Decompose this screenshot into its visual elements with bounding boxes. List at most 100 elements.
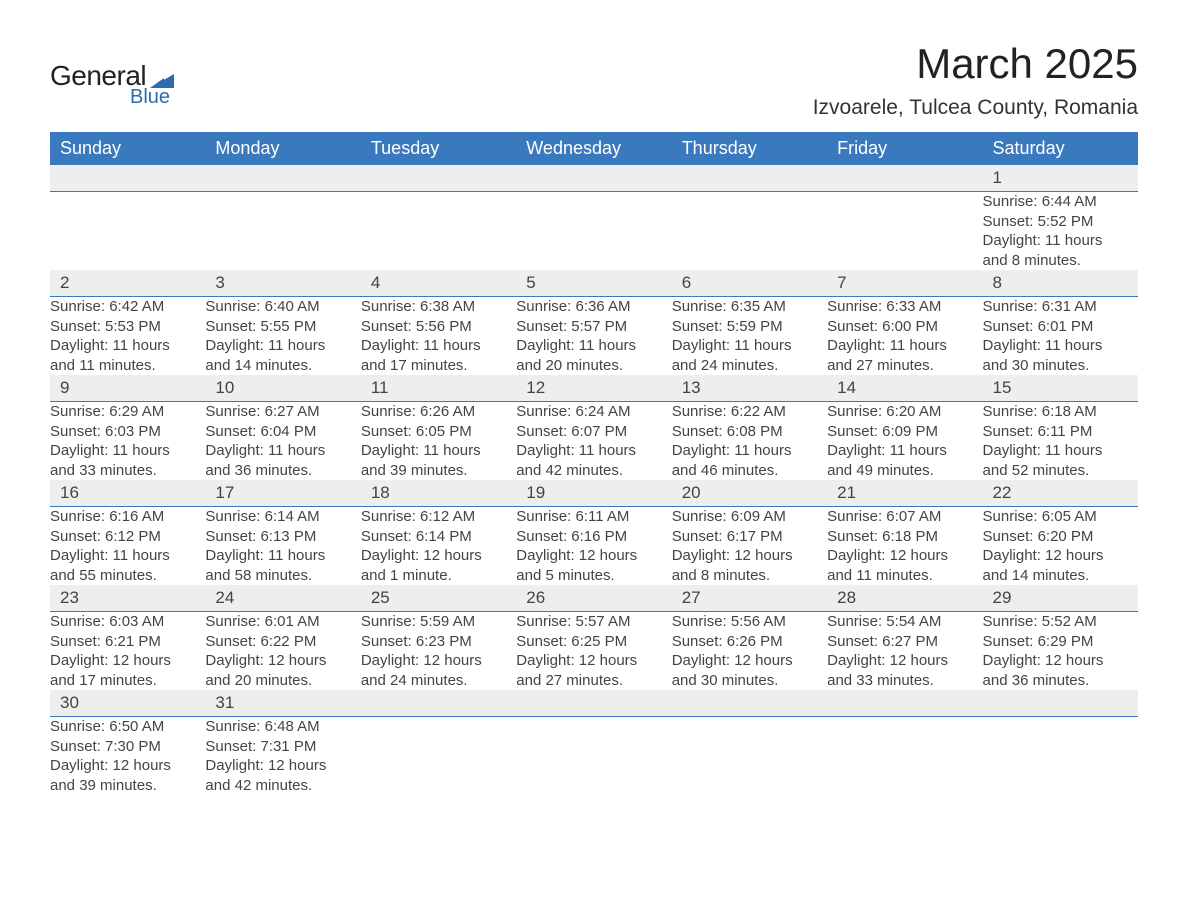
day-detail-cell: Sunrise: 5:54 AMSunset: 6:27 PMDaylight:… bbox=[827, 612, 982, 691]
day-sunset: Sunset: 6:18 PM bbox=[827, 527, 982, 547]
day-detail-row: Sunrise: 6:03 AMSunset: 6:21 PMDaylight:… bbox=[50, 612, 1138, 691]
day-detail-row: Sunrise: 6:29 AMSunset: 6:03 PMDaylight:… bbox=[50, 402, 1138, 481]
day-d1: Daylight: 12 hours bbox=[827, 651, 982, 671]
day-detail-cell: Sunrise: 6:29 AMSunset: 6:03 PMDaylight:… bbox=[50, 402, 205, 481]
day-sunset: Sunset: 6:12 PM bbox=[50, 527, 205, 547]
day-number-cell: 27 bbox=[672, 585, 827, 612]
day-sunset: Sunset: 6:04 PM bbox=[205, 422, 360, 442]
day-d1: Daylight: 11 hours bbox=[672, 336, 827, 356]
day-detail-cell: Sunrise: 6:16 AMSunset: 6:12 PMDaylight:… bbox=[50, 507, 205, 586]
day-sunrise: Sunrise: 6:44 AM bbox=[983, 192, 1138, 212]
day-sunset: Sunset: 6:05 PM bbox=[361, 422, 516, 442]
day-detail-cell: Sunrise: 6:05 AMSunset: 6:20 PMDaylight:… bbox=[983, 507, 1138, 586]
day-sunset: Sunset: 6:03 PM bbox=[50, 422, 205, 442]
day-d1: Daylight: 12 hours bbox=[50, 651, 205, 671]
day-number-row: 1 bbox=[50, 165, 1138, 192]
day-d1: Daylight: 11 hours bbox=[516, 336, 671, 356]
day-number-row: 23242526272829 bbox=[50, 585, 1138, 612]
day-d1: Daylight: 11 hours bbox=[827, 336, 982, 356]
day-d1: Daylight: 12 hours bbox=[516, 651, 671, 671]
day-d2: and 52 minutes. bbox=[983, 461, 1138, 481]
logo-shape-icon bbox=[150, 70, 174, 88]
day-detail-cell: Sunrise: 6:38 AMSunset: 5:56 PMDaylight:… bbox=[361, 297, 516, 376]
weekday-saturday: Saturday bbox=[983, 132, 1138, 165]
day-d1: Daylight: 11 hours bbox=[50, 336, 205, 356]
day-number-cell: 10 bbox=[205, 375, 360, 402]
day-number-cell bbox=[827, 690, 982, 717]
day-d1: Daylight: 12 hours bbox=[983, 651, 1138, 671]
day-detail-cell: Sunrise: 6:27 AMSunset: 6:04 PMDaylight:… bbox=[205, 402, 360, 481]
day-sunrise: Sunrise: 5:54 AM bbox=[827, 612, 982, 632]
day-number-cell: 3 bbox=[205, 270, 360, 297]
day-detail-cell: Sunrise: 6:20 AMSunset: 6:09 PMDaylight:… bbox=[827, 402, 982, 481]
day-sunset: Sunset: 6:09 PM bbox=[827, 422, 982, 442]
day-d2: and 58 minutes. bbox=[205, 566, 360, 586]
day-d1: Daylight: 11 hours bbox=[516, 441, 671, 461]
day-d1: Daylight: 11 hours bbox=[361, 336, 516, 356]
day-detail-cell bbox=[50, 192, 205, 271]
day-sunset: Sunset: 5:52 PM bbox=[983, 212, 1138, 232]
day-d1: Daylight: 11 hours bbox=[983, 441, 1138, 461]
day-d2: and 36 minutes. bbox=[205, 461, 360, 481]
day-detail-cell: Sunrise: 6:12 AMSunset: 6:14 PMDaylight:… bbox=[361, 507, 516, 586]
day-sunset: Sunset: 6:11 PM bbox=[983, 422, 1138, 442]
day-number-cell bbox=[516, 165, 671, 192]
day-detail-cell: Sunrise: 6:03 AMSunset: 6:21 PMDaylight:… bbox=[50, 612, 205, 691]
day-d2: and 49 minutes. bbox=[827, 461, 982, 481]
day-number-cell: 17 bbox=[205, 480, 360, 507]
day-number-row: 16171819202122 bbox=[50, 480, 1138, 507]
day-sunrise: Sunrise: 6:22 AM bbox=[672, 402, 827, 422]
day-d2: and 30 minutes. bbox=[672, 671, 827, 691]
day-sunset: Sunset: 6:21 PM bbox=[50, 632, 205, 652]
day-d2: and 46 minutes. bbox=[672, 461, 827, 481]
day-number-cell: 23 bbox=[50, 585, 205, 612]
day-number-cell: 20 bbox=[672, 480, 827, 507]
day-d1: Daylight: 11 hours bbox=[205, 441, 360, 461]
day-d2: and 39 minutes. bbox=[50, 776, 205, 796]
day-number-cell: 22 bbox=[983, 480, 1138, 507]
day-sunrise: Sunrise: 6:35 AM bbox=[672, 297, 827, 317]
day-sunrise: Sunrise: 6:27 AM bbox=[205, 402, 360, 422]
day-d2: and 39 minutes. bbox=[361, 461, 516, 481]
day-sunrise: Sunrise: 6:50 AM bbox=[50, 717, 205, 737]
day-sunrise: Sunrise: 6:05 AM bbox=[983, 507, 1138, 527]
day-sunset: Sunset: 6:20 PM bbox=[983, 527, 1138, 547]
day-sunset: Sunset: 6:00 PM bbox=[827, 317, 982, 337]
day-d2: and 27 minutes. bbox=[516, 671, 671, 691]
day-d2: and 1 minute. bbox=[361, 566, 516, 586]
day-detail-cell: Sunrise: 6:40 AMSunset: 5:55 PMDaylight:… bbox=[205, 297, 360, 376]
day-sunset: Sunset: 6:22 PM bbox=[205, 632, 360, 652]
day-detail-cell: Sunrise: 6:24 AMSunset: 6:07 PMDaylight:… bbox=[516, 402, 671, 481]
day-d2: and 42 minutes. bbox=[205, 776, 360, 796]
day-sunset: Sunset: 5:56 PM bbox=[361, 317, 516, 337]
day-d1: Daylight: 11 hours bbox=[672, 441, 827, 461]
day-d1: Daylight: 12 hours bbox=[361, 651, 516, 671]
day-sunrise: Sunrise: 6:16 AM bbox=[50, 507, 205, 527]
day-sunset: Sunset: 7:31 PM bbox=[205, 737, 360, 757]
day-number-cell bbox=[361, 165, 516, 192]
day-detail-cell: Sunrise: 5:57 AMSunset: 6:25 PMDaylight:… bbox=[516, 612, 671, 691]
day-d2: and 14 minutes. bbox=[205, 356, 360, 376]
day-sunrise: Sunrise: 5:57 AM bbox=[516, 612, 671, 632]
day-sunrise: Sunrise: 6:48 AM bbox=[205, 717, 360, 737]
day-d2: and 27 minutes. bbox=[827, 356, 982, 376]
day-sunset: Sunset: 6:29 PM bbox=[983, 632, 1138, 652]
day-number-row: 2345678 bbox=[50, 270, 1138, 297]
page-subtitle: Izvoarele, Tulcea County, Romania bbox=[813, 96, 1138, 120]
day-number-cell: 24 bbox=[205, 585, 360, 612]
day-sunrise: Sunrise: 6:31 AM bbox=[983, 297, 1138, 317]
day-number-cell bbox=[50, 165, 205, 192]
day-sunset: Sunset: 7:30 PM bbox=[50, 737, 205, 757]
day-detail-cell: Sunrise: 5:52 AMSunset: 6:29 PMDaylight:… bbox=[983, 612, 1138, 691]
weekday-sunday: Sunday bbox=[50, 132, 205, 165]
day-detail-cell: Sunrise: 6:14 AMSunset: 6:13 PMDaylight:… bbox=[205, 507, 360, 586]
day-detail-cell: Sunrise: 6:48 AMSunset: 7:31 PMDaylight:… bbox=[205, 717, 360, 796]
day-number-cell: 26 bbox=[516, 585, 671, 612]
day-detail-cell: Sunrise: 5:59 AMSunset: 6:23 PMDaylight:… bbox=[361, 612, 516, 691]
title-block: March 2025 Izvoarele, Tulcea County, Rom… bbox=[813, 40, 1138, 120]
day-sunset: Sunset: 6:25 PM bbox=[516, 632, 671, 652]
day-detail-cell: Sunrise: 6:11 AMSunset: 6:16 PMDaylight:… bbox=[516, 507, 671, 586]
day-sunset: Sunset: 5:53 PM bbox=[50, 317, 205, 337]
day-d1: Daylight: 12 hours bbox=[672, 546, 827, 566]
day-number-row: 9101112131415 bbox=[50, 375, 1138, 402]
